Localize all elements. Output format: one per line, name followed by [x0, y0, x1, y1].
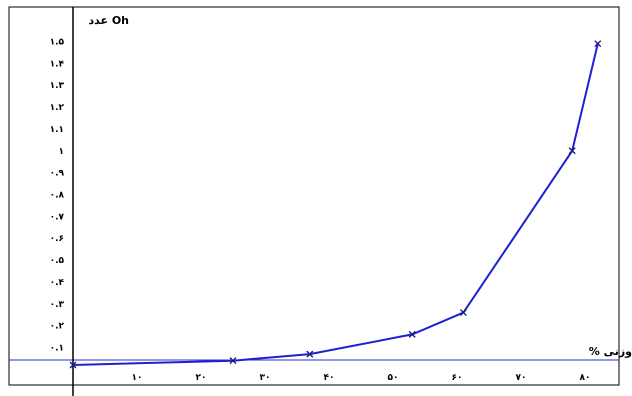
y-tick-label: ۰.۱	[50, 344, 64, 354]
data-point-marker	[408, 330, 416, 338]
y-tick-label: ۱.۳	[50, 81, 65, 91]
x-ticks: ۱۰ ۲۰ ۳۰ ۴۰ ۵۰ ۶۰ ۷۰ ۸۰	[132, 373, 591, 383]
x-tick-label: ۸۰	[580, 373, 591, 383]
y-tick-label: ۰.۷	[50, 212, 65, 222]
y-tick-label: ۰.۹	[50, 169, 65, 179]
y-tick-label: ۱.۱	[50, 125, 64, 135]
data-point-marker	[459, 309, 467, 317]
x-tick-label: ۷۰	[516, 373, 527, 383]
x-tick-label: ۲۰	[196, 373, 207, 383]
y-tick-label: ۰.۶	[50, 234, 64, 244]
y-tick-label: ۰.۲	[50, 322, 65, 332]
data-point-marker	[306, 350, 314, 358]
y-tick-label: ۰.۵	[50, 256, 65, 266]
y-tick-label: ۱.۵	[50, 38, 65, 48]
x-tick-label: ۴۰	[324, 373, 335, 383]
y-tick-label: ۱.۴	[50, 59, 65, 69]
x-tick-label: ۶۰	[452, 373, 463, 383]
data-point-marker	[594, 40, 602, 48]
y-tick-label: ۰.۳	[50, 300, 65, 310]
x-tick-label: ۳۰	[260, 373, 271, 383]
chart-frame	[8, 6, 620, 386]
y-tick-label: ۰.۴	[50, 278, 65, 288]
y-tick-label: ۱	[59, 147, 65, 157]
y-ticks: ۰.۱ ۰.۲ ۰.۳ ۰.۴ ۰.۵ ۰.۶ ۰.۷ ۰.۸ ۰.۹ ۱ ۱.۱ ۱.۲ ۱.۳ ۱.۴…	[50, 38, 65, 354]
data-point-marker	[229, 357, 237, 365]
data-point-marker	[69, 361, 77, 369]
y-axis-title: عدد Oh	[88, 14, 129, 27]
data-point-marker	[568, 147, 576, 155]
x-tick-label: ۵۰	[388, 373, 399, 383]
y-tick-label: ۰.۸	[50, 191, 65, 201]
x-axis-title: % وزنی	[589, 345, 632, 358]
x-tick-label: ۱۰	[132, 373, 143, 383]
series-layer	[69, 40, 602, 369]
y-tick-label: ۱.۲	[50, 103, 65, 113]
